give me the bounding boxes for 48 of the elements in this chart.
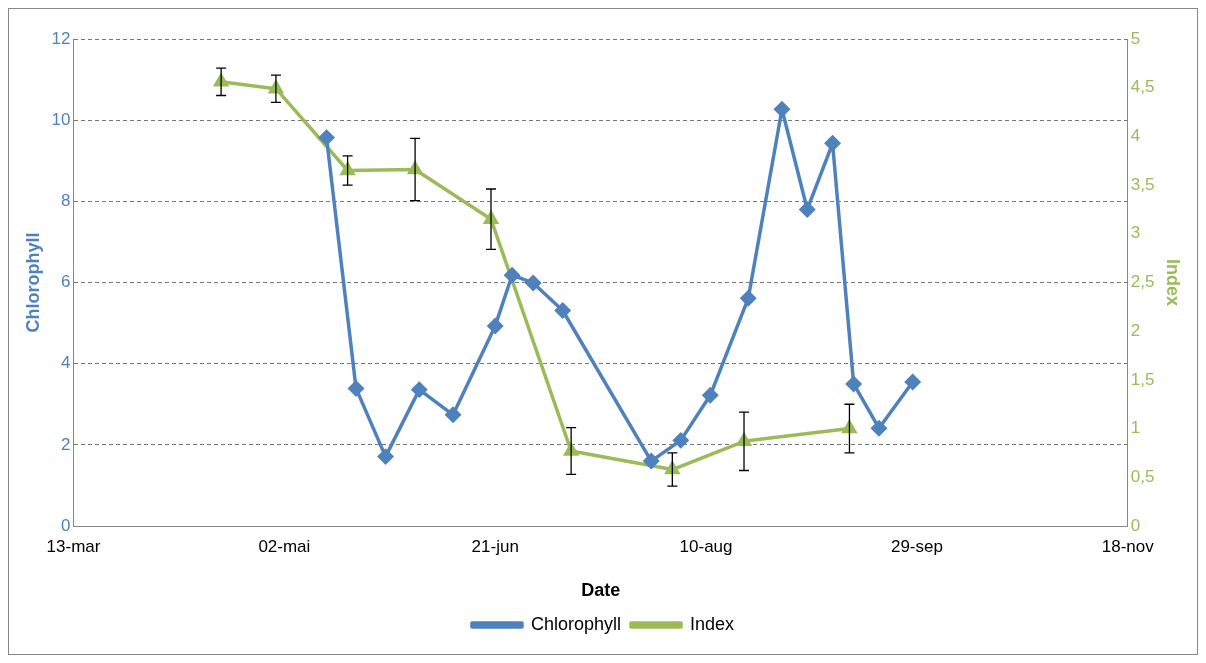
y2-tick-label: 5 (1130, 28, 1141, 48)
y2-tick-label: 4,5 (1130, 77, 1155, 97)
x-tick-label: 13-mar (46, 536, 101, 556)
y2-axis-title: Index (1163, 258, 1184, 307)
y-tick-label: 2 (61, 434, 71, 454)
y2-tick-label: 2 (1130, 320, 1141, 340)
point (845, 376, 862, 392)
legend-label: Index (690, 613, 735, 634)
point (904, 374, 921, 390)
point (774, 101, 790, 117)
point (643, 453, 659, 469)
point (673, 432, 689, 449)
point (554, 302, 571, 319)
y-tick-label: 6 (61, 272, 71, 292)
y2-tick-label: 2,5 (1130, 272, 1155, 292)
point (348, 380, 364, 397)
y-tick-label: 10 (51, 109, 71, 129)
point (487, 318, 503, 334)
x-tick-label: 02-mai (258, 536, 311, 556)
y2-tick-label: 0,5 (1130, 466, 1155, 486)
point (525, 275, 541, 291)
y-tick-label: 8 (61, 191, 71, 211)
y2-tick-label: 4 (1130, 126, 1141, 146)
point (411, 381, 428, 398)
y2-tick-label: 3 (1130, 223, 1141, 243)
point (799, 201, 816, 218)
x-tick-label: 18-nov (1101, 536, 1155, 556)
point (377, 448, 394, 465)
x-axis-title: Date (581, 580, 621, 601)
point (740, 290, 756, 307)
y-tick-label: 4 (61, 353, 71, 373)
x-tick-label: 29-sep (890, 536, 943, 556)
point (318, 129, 335, 146)
point (871, 420, 887, 436)
y-tick-label: 12 (51, 28, 71, 48)
legend-label: Chlorophyll (530, 613, 622, 634)
point (445, 407, 461, 423)
y2-tick-label: 0 (1130, 515, 1141, 535)
y2-tick-label: 1,5 (1130, 369, 1155, 389)
x-tick-label: 21-jun (471, 536, 519, 556)
y2-tick-label: 3,5 (1130, 174, 1155, 194)
y2-tick-label: 1 (1130, 418, 1141, 438)
y-tick-label: 0 (61, 515, 71, 535)
point (702, 387, 719, 404)
point (824, 135, 841, 152)
x-tick-label: 10-aug (679, 536, 733, 556)
y-axis-title: Chlorophyll (22, 232, 43, 333)
point (504, 267, 520, 283)
